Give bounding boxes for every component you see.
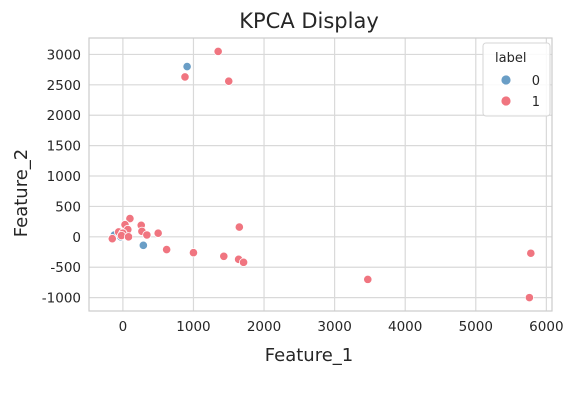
y-tick-label: 2500 <box>47 78 81 94</box>
scatter-point-label-1 <box>107 234 117 244</box>
x-tick-label: 3000 <box>317 319 351 335</box>
scatter-point-label-1 <box>188 248 199 258</box>
x-tick-label: 1000 <box>176 319 210 335</box>
y-axis-title: Feature_2 <box>11 149 32 237</box>
grid-lines <box>89 38 552 311</box>
x-tick-label: 6000 <box>529 319 563 335</box>
scatter-point-label-1 <box>224 76 234 86</box>
legend-label-1: 1 <box>532 95 540 110</box>
x-axis-title: Feature_1 <box>265 345 353 366</box>
scatter-point-label-1 <box>125 213 135 224</box>
legend-marker-1 <box>500 95 512 107</box>
legend-label-0: 0 <box>532 74 540 89</box>
scatter-point-label-1 <box>162 244 172 255</box>
scatter-point-label-0 <box>182 61 192 72</box>
legend-box <box>482 42 551 117</box>
scatter-point-label-0 <box>138 240 148 250</box>
y-tick-label: -1000 <box>42 291 81 307</box>
legend-marker-0 <box>500 74 512 86</box>
x-tick-label: 5000 <box>459 319 493 335</box>
scatter-point-label-1 <box>142 230 152 240</box>
scatter-point-label-1 <box>363 274 373 284</box>
y-tick-label: 3000 <box>47 47 81 63</box>
tick-labels: 0 1000 2000 3000 4000 5000 6000-1000-500050010… <box>42 47 564 335</box>
scatter-point-label-1 <box>219 251 229 261</box>
y-tick-label: 1000 <box>47 169 81 185</box>
x-tick-label: 4000 <box>388 319 422 335</box>
scatter-point-label-1 <box>180 72 190 82</box>
data-points <box>107 46 536 303</box>
y-tick-label: 500 <box>55 199 81 215</box>
scatter-point-label-1 <box>234 222 244 232</box>
y-tick-label: -500 <box>50 260 81 276</box>
scatter-point-label-1 <box>213 46 223 56</box>
scatter-point-label-1 <box>123 232 134 242</box>
scatter-point-label-1 <box>153 228 163 238</box>
y-tick-label: 0 <box>72 230 81 246</box>
legend-entries: 01 <box>500 74 540 110</box>
plot-frame <box>88 37 553 312</box>
legend: label 01 <box>482 42 551 117</box>
x-tick-label: 0 <box>119 319 128 335</box>
legend-title: label <box>495 51 526 66</box>
scatter-point-label-1 <box>526 248 536 258</box>
chart-title: KPCA Display <box>239 9 379 33</box>
y-tick-label: 2000 <box>47 108 81 124</box>
scatter-point-label-1 <box>238 257 249 267</box>
y-tick-label: 1500 <box>47 139 81 155</box>
x-tick-label: 2000 <box>247 319 281 335</box>
scatter-point-label-1 <box>524 293 535 303</box>
